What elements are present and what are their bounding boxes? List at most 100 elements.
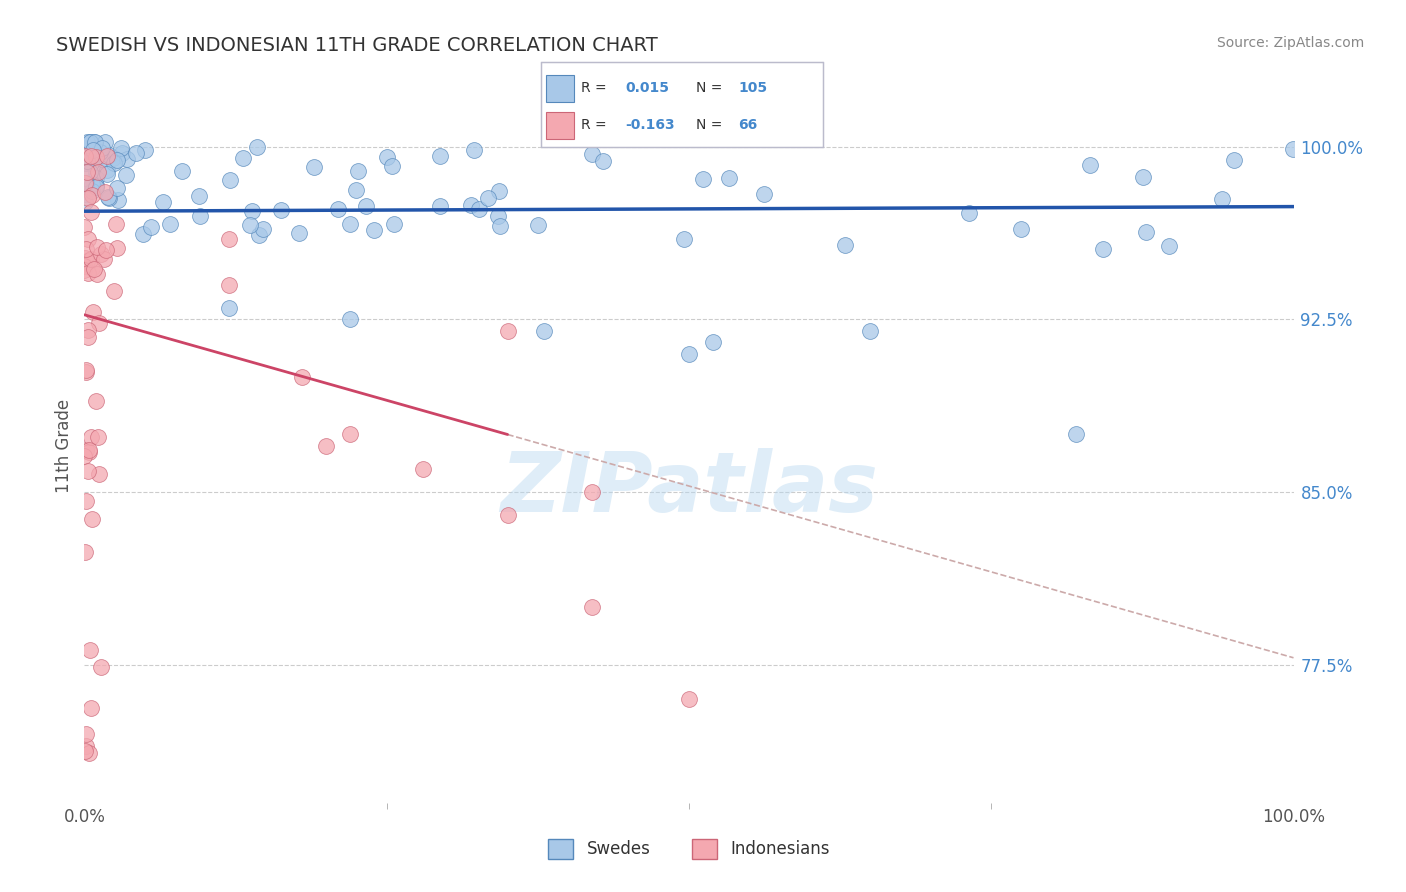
Point bbox=[1223, 153, 1246, 168]
Point bbox=[86, 240, 108, 254]
Point bbox=[219, 172, 242, 186]
Point bbox=[124, 146, 146, 161]
Point bbox=[82, 511, 104, 525]
Point bbox=[89, 145, 111, 159]
Bar bbox=[546, 75, 574, 102]
Point bbox=[429, 199, 451, 213]
Point bbox=[86, 267, 108, 281]
Point bbox=[76, 135, 98, 149]
Point bbox=[291, 370, 314, 384]
Point bbox=[73, 177, 96, 191]
Point bbox=[240, 204, 263, 219]
Point bbox=[87, 165, 110, 179]
Point bbox=[188, 209, 211, 223]
Point bbox=[75, 363, 97, 377]
Point bbox=[86, 393, 108, 408]
Point bbox=[97, 148, 120, 162]
Point bbox=[1211, 192, 1233, 206]
Point bbox=[172, 164, 194, 178]
Point bbox=[80, 205, 103, 219]
Point bbox=[1078, 157, 1101, 171]
Point bbox=[96, 167, 118, 181]
Point bbox=[356, 198, 378, 212]
Point bbox=[752, 186, 775, 201]
Point bbox=[859, 324, 882, 338]
Point bbox=[496, 324, 519, 338]
Point bbox=[132, 227, 155, 241]
Point bbox=[75, 242, 97, 256]
Point bbox=[1132, 170, 1154, 185]
Point bbox=[75, 727, 97, 741]
Point bbox=[339, 312, 361, 326]
Point bbox=[488, 184, 510, 198]
Point bbox=[87, 430, 110, 444]
Point bbox=[232, 151, 254, 165]
Point bbox=[315, 439, 337, 453]
Point bbox=[79, 135, 101, 149]
Point bbox=[380, 160, 402, 174]
Point bbox=[82, 305, 104, 319]
Point bbox=[412, 462, 434, 476]
Point bbox=[77, 746, 100, 760]
Point bbox=[76, 254, 98, 268]
Point bbox=[834, 237, 856, 252]
Point bbox=[73, 219, 96, 234]
Point bbox=[218, 232, 240, 246]
Point bbox=[89, 145, 111, 160]
Point bbox=[80, 260, 103, 275]
Point bbox=[363, 223, 385, 237]
Point bbox=[79, 135, 101, 149]
Point bbox=[77, 266, 100, 280]
Point bbox=[339, 217, 361, 231]
Point bbox=[90, 246, 112, 260]
Point bbox=[98, 191, 121, 205]
Point bbox=[218, 277, 240, 292]
Point bbox=[80, 188, 103, 202]
Point bbox=[957, 206, 980, 220]
Point bbox=[581, 485, 603, 500]
Point bbox=[496, 508, 519, 522]
Point bbox=[77, 323, 100, 337]
Text: N =: N = bbox=[696, 119, 723, 132]
Text: Source: ZipAtlas.com: Source: ZipAtlas.com bbox=[1216, 36, 1364, 50]
Point bbox=[375, 150, 398, 164]
Point bbox=[76, 165, 98, 179]
Point bbox=[84, 150, 107, 164]
Point bbox=[94, 243, 117, 257]
Point bbox=[134, 144, 156, 158]
Point bbox=[77, 232, 100, 246]
Point bbox=[90, 660, 112, 674]
Point bbox=[73, 263, 96, 277]
Point bbox=[107, 193, 129, 207]
Point bbox=[141, 220, 163, 235]
Point bbox=[75, 442, 97, 457]
Point bbox=[1010, 222, 1032, 236]
Point bbox=[1135, 226, 1157, 240]
Text: 105: 105 bbox=[738, 81, 768, 95]
Point bbox=[477, 191, 499, 205]
Text: 66: 66 bbox=[738, 119, 758, 132]
Point bbox=[96, 162, 118, 177]
Point bbox=[592, 153, 614, 168]
Point bbox=[97, 190, 120, 204]
Point bbox=[73, 449, 96, 463]
Point bbox=[93, 252, 115, 267]
Point bbox=[252, 222, 274, 236]
Point bbox=[346, 183, 368, 197]
Point bbox=[91, 153, 114, 167]
Point bbox=[76, 494, 98, 508]
Point bbox=[103, 285, 125, 299]
Point bbox=[79, 642, 101, 657]
Point bbox=[463, 143, 485, 157]
Point bbox=[246, 140, 269, 154]
Point bbox=[105, 153, 128, 168]
Point bbox=[678, 692, 700, 706]
Y-axis label: 11th Grade: 11th Grade bbox=[55, 399, 73, 493]
Point bbox=[1092, 243, 1115, 257]
Point bbox=[73, 149, 96, 163]
Point bbox=[75, 176, 97, 190]
Point bbox=[76, 329, 98, 343]
Point bbox=[75, 156, 97, 170]
Point bbox=[82, 143, 104, 157]
Point bbox=[1064, 427, 1087, 442]
